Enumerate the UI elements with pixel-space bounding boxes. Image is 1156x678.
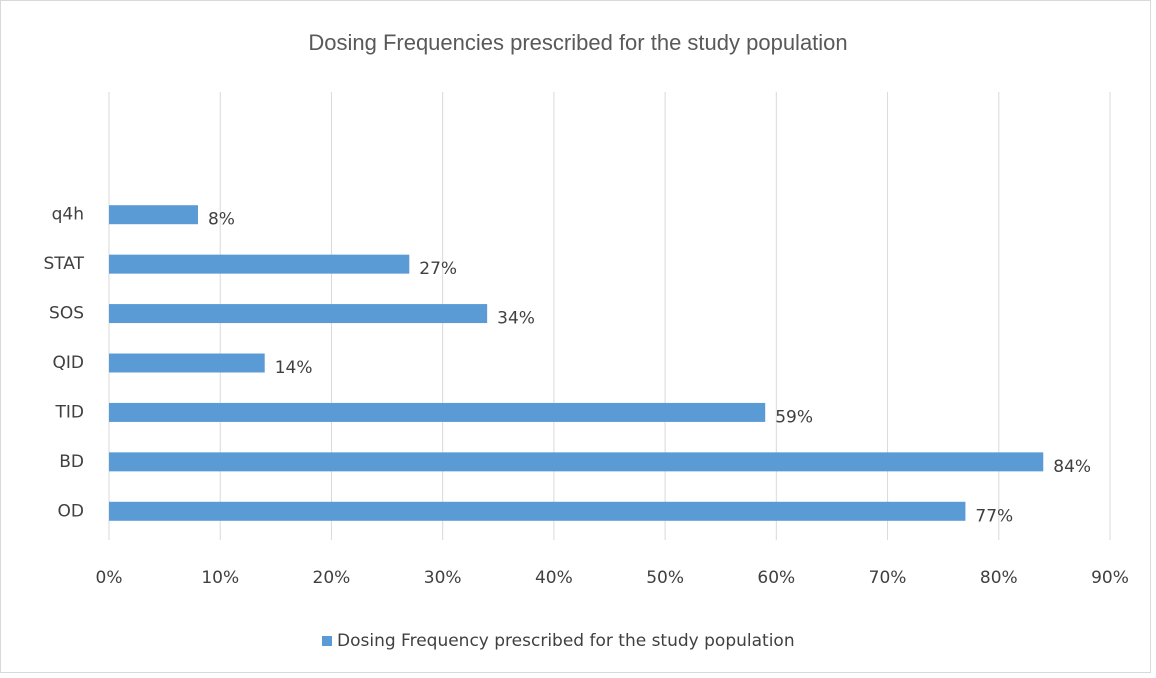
x-tick-label: 0% bbox=[96, 568, 123, 588]
bar bbox=[109, 501, 966, 521]
bar bbox=[109, 205, 198, 225]
data-label: 77% bbox=[975, 506, 1013, 526]
x-tick-label: 90% bbox=[1091, 568, 1129, 588]
x-tick-label: 40% bbox=[535, 568, 573, 588]
y-tick-label: BD bbox=[59, 452, 84, 472]
bar bbox=[109, 304, 488, 324]
data-label: 59% bbox=[775, 407, 813, 427]
bar bbox=[109, 402, 766, 422]
data-label: 34% bbox=[497, 309, 535, 329]
y-tick-label: OD bbox=[58, 501, 84, 521]
y-tick-label: QID bbox=[53, 353, 85, 373]
data-label: 27% bbox=[419, 259, 457, 279]
chart-title: Dosing Frequencies prescribed for the st… bbox=[308, 30, 847, 55]
legend-label: Dosing Frequency prescribed for the stud… bbox=[337, 631, 795, 651]
data-label: 8% bbox=[208, 210, 235, 230]
bar bbox=[109, 254, 410, 274]
x-tick-label: 70% bbox=[869, 568, 907, 588]
y-tick-label: TID bbox=[55, 402, 85, 422]
bar bbox=[109, 452, 1044, 472]
x-tick-label: 20% bbox=[313, 568, 351, 588]
legend-swatch bbox=[322, 636, 332, 646]
x-tick-label: 30% bbox=[424, 568, 462, 588]
y-tick-label: SOS bbox=[49, 304, 84, 324]
x-tick-label: 10% bbox=[201, 568, 239, 588]
y-tick-label: STAT bbox=[43, 254, 84, 274]
x-tick-label: 80% bbox=[980, 568, 1018, 588]
x-tick-label: 60% bbox=[757, 568, 795, 588]
data-label: 84% bbox=[1053, 457, 1091, 477]
y-tick-label: q4h bbox=[52, 205, 84, 225]
data-label: 14% bbox=[275, 358, 313, 378]
bar bbox=[109, 353, 265, 373]
x-tick-label: 50% bbox=[646, 568, 684, 588]
